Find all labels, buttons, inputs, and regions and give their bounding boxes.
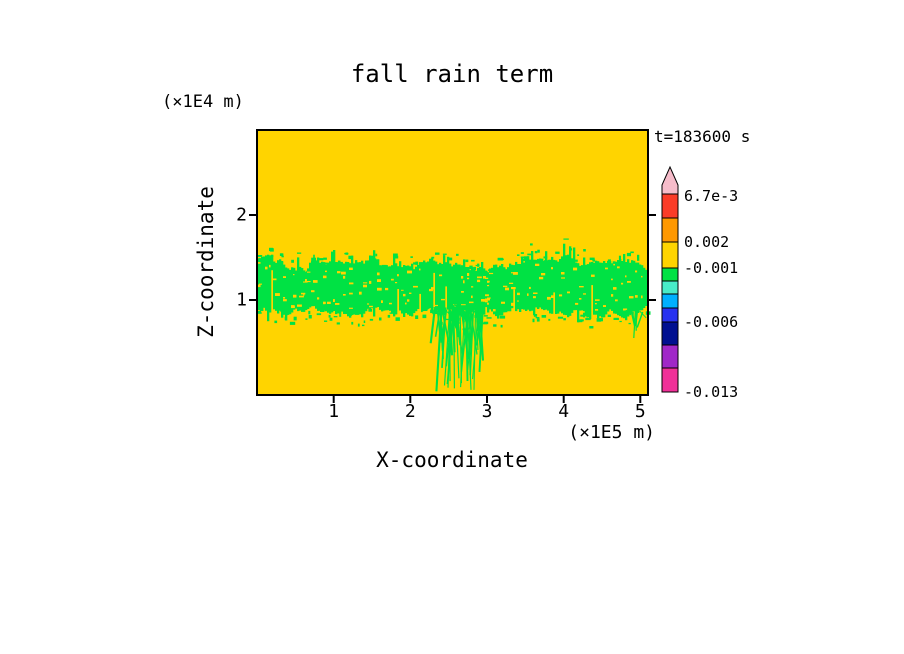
colorbar-segment (661, 267, 679, 282)
colorbar-segment (661, 293, 679, 309)
colorbar-segment (661, 321, 679, 346)
chart-title: fall rain term (350, 60, 554, 88)
y-axis-unit-label: (×1E4 m) (162, 92, 244, 112)
colorbar-segment (661, 217, 679, 243)
x-axis-title: X-coordinate (376, 448, 528, 472)
colorbar-segment (661, 307, 679, 323)
colorbar-overflow-tip (661, 165, 679, 195)
x-axis-unit-label: (×1E5 m) (568, 422, 655, 443)
colorbar-segment (661, 367, 679, 393)
colorbar-segment (661, 280, 679, 295)
colorbar-segment (661, 241, 679, 269)
colorbar-segment (661, 344, 679, 369)
timestamp-label: t=183600 s (654, 127, 751, 146)
colorbar-segment (661, 193, 679, 219)
plot-frame (256, 129, 649, 396)
